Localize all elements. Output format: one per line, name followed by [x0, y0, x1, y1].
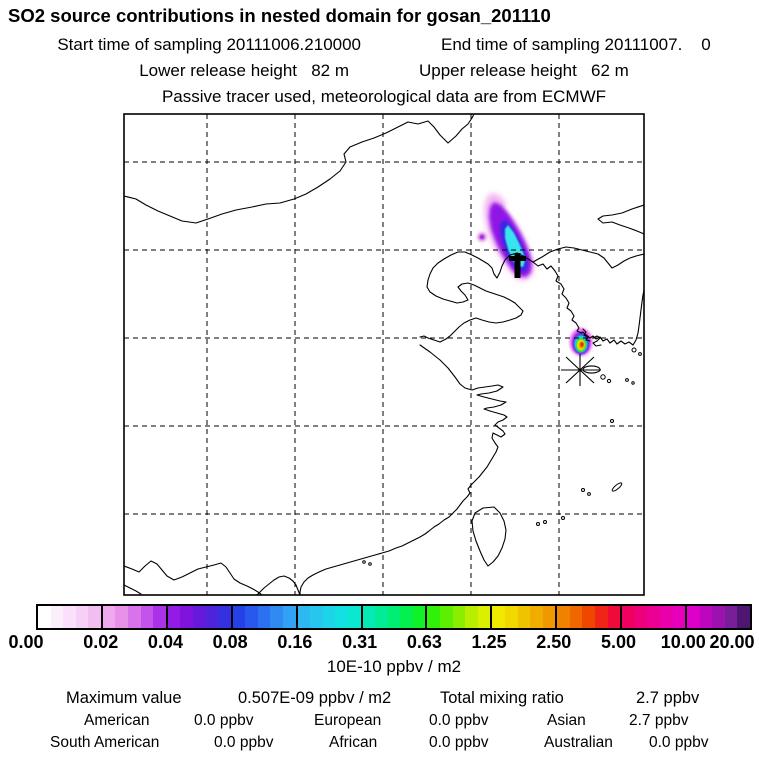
maximum-value-label: Maximum value: [66, 689, 182, 707]
colorbar-segment: [38, 606, 103, 628]
coastlines: [124, 114, 644, 595]
colorbar-segment: [687, 606, 750, 628]
islands: [362, 347, 642, 566]
australian-value: 0.0 ppbv: [649, 734, 709, 751]
european-value: 0.0 ppbv: [429, 712, 489, 729]
colorbar-tick-label: 10.00: [660, 632, 706, 652]
asian-label: Asian: [547, 712, 586, 729]
colorbar-segment: [232, 606, 298, 628]
colorbar-tick-label: 0.63: [406, 632, 442, 652]
colorbar-tick-label: 2.50: [536, 632, 572, 652]
american-label: American: [84, 712, 150, 729]
european-label: European: [314, 712, 382, 729]
south-american-value: 0.0 ppbv: [214, 734, 274, 751]
graticule-grid: [124, 114, 644, 595]
colorbar-tick-label: 20.00: [709, 632, 755, 652]
plume-source-marker: [509, 253, 526, 278]
colorbar-segment: [297, 606, 363, 628]
colorbar-tick-label: 0.08: [212, 632, 248, 652]
african-label: African: [329, 734, 378, 751]
american-value: 0.0 ppbv: [194, 712, 254, 729]
colorbar-tick-label: 0.02: [83, 632, 119, 652]
colorbar-tick-label: 0.04: [147, 632, 183, 652]
south-american-label: South American: [50, 734, 160, 751]
hotspot-near-gosan: [569, 328, 593, 356]
colorbar-segment: [167, 606, 233, 628]
colorbar: 0.00 0.02 0.04 0.08 0.16 0.31 0.63 1.25 2.50 5.00…: [8, 604, 755, 677]
colorbar-gradient-bar: [36, 604, 752, 630]
page-title: SO2 source contributions in nested domai…: [8, 5, 551, 26]
african-value: 0.0 ppbv: [429, 734, 489, 751]
end-time-text: End time of sampling 20111007. 0: [441, 35, 711, 54]
tracer-note-text: Passive tracer used, meteorological data…: [161, 87, 607, 106]
colorbar-segment: [492, 606, 558, 628]
sampling-time-line: Start time of sampling 20111006.210000 E…: [0, 35, 768, 55]
total-mixing-ratio-value: 2.7 ppbv: [636, 689, 700, 707]
australian-label: Australian: [544, 734, 613, 751]
start-time-text: Start time of sampling 20111006.210000: [57, 35, 362, 54]
station-marker-asterisk: [561, 354, 601, 386]
asian-value: 2.7 ppbv: [629, 712, 689, 729]
colorbar-segment: [362, 606, 428, 628]
plume-north-china: [477, 193, 534, 280]
colorbar-tick-label: 5.00: [601, 632, 637, 652]
total-mixing-ratio-label: Total mixing ratio: [440, 689, 564, 707]
colorbar-segment: [102, 606, 168, 628]
colorbar-tick-labels: 0.00 0.02 0.04 0.08 0.16 0.31 0.63 1.25 2.50 5.00…: [8, 630, 755, 652]
release-height-line: Lower release height 82 m Upper release …: [0, 61, 768, 81]
colorbar-tick-label: 0.16: [277, 632, 313, 652]
colorbar-tick-label: 1.25: [471, 632, 507, 652]
colorbar-segment: [622, 606, 688, 628]
upper-release-text: Upper release height 62 m: [419, 61, 629, 80]
colorbar-segment: [557, 606, 623, 628]
map-border: [123, 113, 645, 596]
colorbar-tick-label: 0.31: [342, 632, 378, 652]
tracer-note-line: Passive tracer used, meteorological data…: [0, 87, 768, 107]
lower-release-text: Lower release height 82 m: [139, 61, 349, 80]
maximum-value: 0.507E-09 ppbv / m2: [238, 689, 392, 707]
colorbar-tick-label: 0.00: [8, 632, 44, 652]
colorbar-segment: [427, 606, 493, 628]
colorbar-unit-label: 10E-10 ppbv / m2: [326, 657, 462, 676]
